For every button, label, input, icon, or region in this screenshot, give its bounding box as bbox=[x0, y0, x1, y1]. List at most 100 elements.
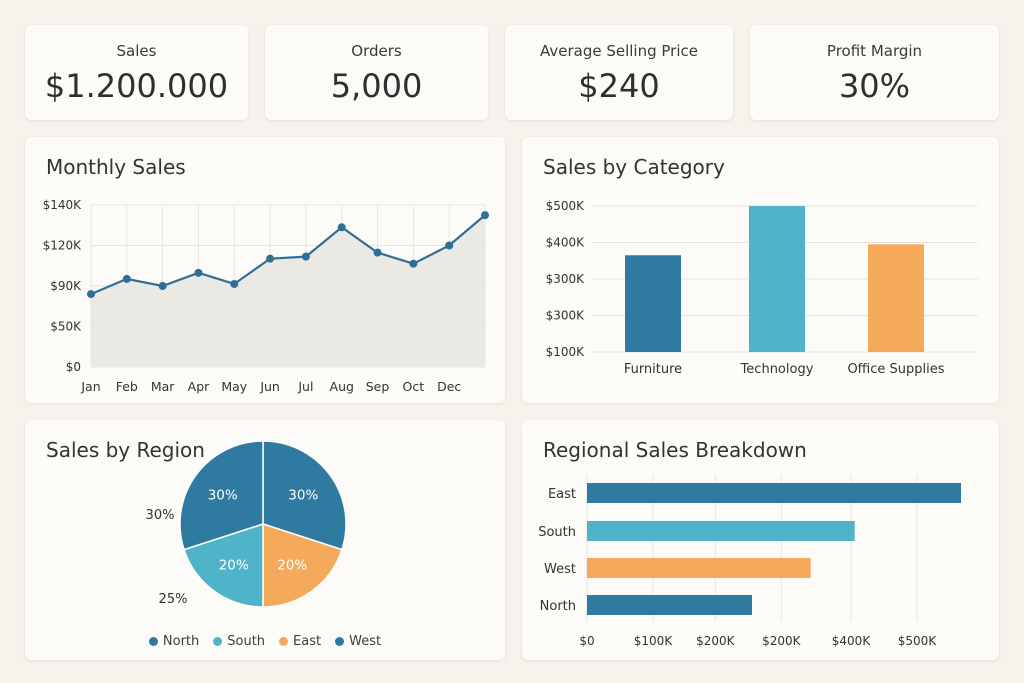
kpi-card-average-selling-price: Average Selling Price $240 bbox=[505, 25, 733, 120]
x-tick-label: Aug bbox=[330, 379, 354, 394]
bar bbox=[587, 595, 752, 615]
legend-label: North bbox=[162, 634, 200, 649]
sales-by-region-title: Sales by Region bbox=[46, 438, 205, 462]
legend-label: South bbox=[227, 634, 266, 649]
legend-dot-east bbox=[279, 637, 289, 646]
kpi-value: $1.200.000 bbox=[44, 67, 229, 105]
kpi-label: Orders bbox=[351, 42, 402, 60]
x-tick-label: Jul bbox=[297, 379, 313, 394]
data-point bbox=[337, 223, 346, 232]
x-tick-label: $200K bbox=[696, 634, 736, 648]
sales-by-region-card: Sales by Region 30% 20% 20% 30% 30% 25% North… bbox=[25, 420, 505, 660]
series-line bbox=[90, 214, 486, 296]
kpi-card-profit-margin: Profit Margin 30% bbox=[750, 25, 999, 120]
x-tick-label: Feb bbox=[116, 379, 138, 394]
legend-dot-south bbox=[213, 637, 223, 646]
kpi-value: 5,000 bbox=[330, 67, 423, 105]
kpi-label: Sales bbox=[116, 42, 157, 60]
x-tick-label: $100K bbox=[634, 634, 674, 648]
x-tick-label: $500K bbox=[898, 634, 938, 648]
data-point bbox=[373, 248, 382, 257]
kpi-card-orders: Orders 5,000 bbox=[265, 25, 488, 120]
pie-slice-south bbox=[183, 522, 264, 608]
bar bbox=[587, 483, 961, 503]
legend-item-north: North bbox=[148, 634, 200, 649]
pie-slice-east bbox=[262, 522, 343, 608]
regional-sales-breakdown-card: Regional Sales Breakdown $0 $100K $200K $20… bbox=[522, 420, 999, 660]
sales-by-category-card: Sales by Category $100K $300K $300K $400K $5… bbox=[522, 137, 999, 403]
kpi-value: 30% bbox=[838, 67, 911, 105]
pie-slice-label: 30% bbox=[208, 488, 238, 504]
y-tick-label: South bbox=[538, 525, 576, 540]
data-point bbox=[409, 259, 418, 268]
monthly-sales-title: Monthly Sales bbox=[46, 155, 186, 179]
x-tick-label: Sep bbox=[366, 379, 390, 394]
y-tick-label: $300K bbox=[546, 309, 586, 323]
data-point bbox=[301, 252, 310, 261]
x-tick-label: Jan bbox=[80, 379, 100, 394]
data-point bbox=[445, 241, 454, 250]
sales-by-region-chart: 30% 20% 20% 30% 30% 25% bbox=[146, 440, 347, 608]
y-tick-label: $300K bbox=[546, 272, 586, 286]
legend-item-south: South bbox=[213, 634, 265, 649]
regional-sales-breakdown-chart: $0 $100K $200K $200K $400K $500K East South West… bbox=[538, 474, 961, 648]
kpi-card-sales: Sales $1.200.000 bbox=[25, 25, 248, 120]
data-point bbox=[158, 282, 167, 290]
data-point bbox=[266, 254, 275, 263]
monthly-sales-card: Monthly Sales $0 $50K $90K $120K $140K Jan Feb… bbox=[25, 137, 505, 403]
y-tick-label: $90K bbox=[50, 279, 82, 293]
y-tick-label: North bbox=[540, 599, 576, 614]
kpi-label: Average Selling Price bbox=[539, 42, 698, 60]
y-tick-label: $500K bbox=[546, 199, 586, 213]
legend-item-west: West bbox=[335, 634, 381, 649]
y-tick-label: $0 bbox=[66, 360, 81, 374]
y-tick-label: $100K bbox=[546, 345, 586, 359]
data-point bbox=[481, 211, 489, 220]
x-tick-label: $0 bbox=[579, 634, 594, 648]
legend-label: East bbox=[293, 634, 322, 649]
legend-dot-north bbox=[148, 637, 158, 646]
pie-outside-label: 30% bbox=[146, 508, 175, 523]
pie-slice-label: 30% bbox=[288, 488, 318, 504]
data-point bbox=[122, 274, 131, 283]
kpi-label: Profit Margin bbox=[826, 42, 923, 60]
y-tick-label: $400K bbox=[546, 236, 586, 250]
x-tick-label: Furniture bbox=[624, 362, 682, 377]
sales-by-category-title: Sales by Category bbox=[543, 155, 725, 179]
legend-label: West bbox=[349, 634, 382, 649]
bar bbox=[868, 244, 924, 352]
pie-legend: North South East West bbox=[25, 634, 505, 649]
x-tick-label: Technology bbox=[740, 362, 814, 377]
regional-sales-breakdown-title: Regional Sales Breakdown bbox=[543, 438, 807, 462]
x-tick-label: Oct bbox=[403, 379, 425, 394]
x-tick-label: Mar bbox=[151, 379, 175, 394]
pie-slice-label: 20% bbox=[277, 557, 307, 573]
legend-dot-west bbox=[335, 637, 345, 646]
bar bbox=[587, 521, 855, 541]
data-point bbox=[87, 290, 95, 299]
sales-by-category-chart: $100K $300K $300K $400K $500K Furniture Techno… bbox=[546, 199, 978, 377]
legend-item-east: East bbox=[279, 634, 321, 649]
y-tick-label: West bbox=[544, 562, 576, 577]
kpi-value: $240 bbox=[578, 67, 660, 105]
x-tick-label: Dec bbox=[437, 379, 461, 394]
x-tick-label: $400K bbox=[832, 634, 872, 648]
pie-outside-label: 25% bbox=[159, 592, 188, 607]
data-point bbox=[194, 268, 203, 277]
bar bbox=[625, 255, 681, 352]
y-tick-label: $50K bbox=[50, 320, 82, 334]
pie-slice-north bbox=[179, 440, 264, 551]
monthly-sales-chart: $0 $50K $90K $120K $140K Jan Feb Mar Apr May Jun Ju… bbox=[43, 198, 489, 394]
area-fill bbox=[91, 215, 485, 367]
bar bbox=[587, 558, 811, 578]
x-tick-label: Office Supplies bbox=[847, 362, 944, 377]
data-point bbox=[230, 279, 239, 288]
x-tick-label: Jun bbox=[259, 379, 280, 394]
x-tick-label: Apr bbox=[188, 379, 210, 394]
pie-slice-west bbox=[262, 440, 347, 551]
y-tick-label: $120K bbox=[43, 239, 83, 253]
y-tick-label: $140K bbox=[43, 198, 83, 212]
y-tick-label: East bbox=[548, 487, 576, 502]
x-tick-label: May bbox=[221, 379, 247, 394]
x-tick-label: $200K bbox=[762, 634, 802, 648]
